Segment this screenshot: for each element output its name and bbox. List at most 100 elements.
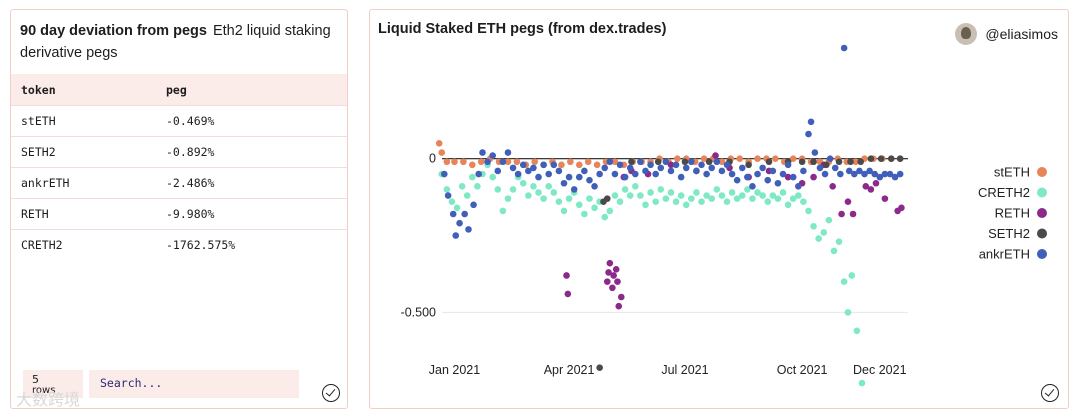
data-point[interactable] xyxy=(772,155,779,162)
data-point[interactable] xyxy=(667,167,675,175)
data-point[interactable] xyxy=(525,167,532,175)
data-point[interactable] xyxy=(677,192,685,199)
data-point[interactable] xyxy=(759,164,766,172)
data-point[interactable] xyxy=(621,173,629,181)
data-point[interactable] xyxy=(821,170,829,178)
data-point[interactable] xyxy=(744,173,751,181)
legend-item-steth[interactable]: stETH xyxy=(994,165,1047,180)
data-point[interactable] xyxy=(887,155,895,162)
data-point[interactable] xyxy=(591,204,598,212)
data-point[interactable] xyxy=(596,364,603,372)
data-point[interactable] xyxy=(642,201,649,209)
data-point[interactable] xyxy=(857,158,864,166)
data-point[interactable] xyxy=(849,210,857,218)
data-point[interactable] xyxy=(531,158,539,166)
legend-item-ankreth[interactable]: ankrETH xyxy=(979,247,1047,262)
data-point[interactable] xyxy=(779,189,787,196)
data-point[interactable] xyxy=(815,235,822,242)
data-point[interactable] xyxy=(662,158,670,166)
data-point[interactable] xyxy=(877,155,885,162)
data-point[interactable] xyxy=(810,173,817,181)
data-point[interactable] xyxy=(871,170,879,178)
data-point[interactable] xyxy=(606,259,614,267)
data-point[interactable] xyxy=(550,189,558,196)
data-point[interactable] xyxy=(494,167,502,175)
data-point[interactable] xyxy=(789,155,797,162)
data-point[interactable] xyxy=(504,158,512,166)
data-point[interactable] xyxy=(654,158,662,166)
data-point[interactable] xyxy=(614,278,621,285)
data-point[interactable] xyxy=(840,278,848,285)
data-point[interactable] xyxy=(876,173,884,181)
data-point[interactable] xyxy=(657,186,665,193)
data-point[interactable] xyxy=(647,161,654,169)
data-point[interactable] xyxy=(688,158,695,166)
data-point[interactable] xyxy=(632,170,639,178)
data-point[interactable] xyxy=(504,149,512,156)
data-point[interactable] xyxy=(616,198,624,206)
data-point[interactable] xyxy=(611,192,619,199)
data-point[interactable] xyxy=(872,179,880,187)
data-point[interactable] xyxy=(851,170,858,178)
data-point[interactable] xyxy=(754,189,761,196)
data-point[interactable] xyxy=(545,170,553,178)
data-point[interactable] xyxy=(519,179,527,187)
data-point[interactable] xyxy=(700,155,708,162)
data-point[interactable] xyxy=(509,186,517,193)
data-point[interactable] xyxy=(858,379,866,387)
data-point[interactable] xyxy=(540,195,547,202)
data-point[interactable] xyxy=(609,284,616,292)
data-point[interactable] xyxy=(449,210,457,218)
data-point[interactable] xyxy=(470,201,477,209)
data-point[interactable] xyxy=(744,186,751,193)
data-point[interactable] xyxy=(593,161,601,169)
data-point[interactable] xyxy=(745,161,752,169)
data-point[interactable] xyxy=(840,44,848,52)
data-point[interactable] xyxy=(823,161,830,169)
data-point[interactable] xyxy=(443,158,451,166)
check-circle-icon[interactable] xyxy=(322,384,340,402)
data-point[interactable] xyxy=(718,167,726,175)
data-point[interactable] xyxy=(794,192,802,199)
data-point[interactable] xyxy=(575,161,583,169)
data-point[interactable] xyxy=(774,195,782,202)
data-point[interactable] xyxy=(477,158,485,166)
data-point[interactable] xyxy=(530,183,537,190)
data-point[interactable] xyxy=(862,183,870,190)
data-point[interactable] xyxy=(688,195,695,202)
data-point[interactable] xyxy=(530,164,537,172)
data-point[interactable] xyxy=(570,186,578,193)
data-point[interactable] xyxy=(677,173,685,181)
data-point[interactable] xyxy=(779,170,787,178)
data-point[interactable] xyxy=(451,158,458,166)
data-point[interactable] xyxy=(733,195,741,202)
data-point[interactable] xyxy=(558,161,565,169)
data-point[interactable] xyxy=(662,195,670,202)
data-point[interactable] xyxy=(606,158,614,166)
data-point[interactable] xyxy=(474,183,481,190)
data-point[interactable] xyxy=(736,155,744,162)
data-point[interactable] xyxy=(798,158,806,166)
data-point[interactable] xyxy=(586,176,593,184)
data-point[interactable] xyxy=(509,164,517,172)
data-point[interactable] xyxy=(805,130,812,138)
data-point[interactable] xyxy=(754,170,761,178)
data-point[interactable] xyxy=(652,170,659,178)
data-point[interactable] xyxy=(789,195,797,202)
data-point[interactable] xyxy=(712,152,719,159)
data-point[interactable] xyxy=(575,201,583,209)
data-point[interactable] xyxy=(610,272,617,279)
data-point[interactable] xyxy=(596,170,603,178)
data-point[interactable] xyxy=(555,198,563,206)
data-point[interactable] xyxy=(642,167,649,175)
data-point[interactable] xyxy=(810,222,817,230)
data-point[interactable] xyxy=(764,198,772,206)
data-point[interactable] xyxy=(738,192,746,199)
data-point[interactable] xyxy=(794,183,802,190)
data-point[interactable] xyxy=(693,189,700,196)
data-point[interactable] xyxy=(682,164,690,172)
data-point[interactable] xyxy=(444,192,452,199)
data-point[interactable] xyxy=(682,201,690,209)
data-point[interactable] xyxy=(723,161,731,169)
legend-item-seth2[interactable]: SETH2 xyxy=(988,226,1047,241)
